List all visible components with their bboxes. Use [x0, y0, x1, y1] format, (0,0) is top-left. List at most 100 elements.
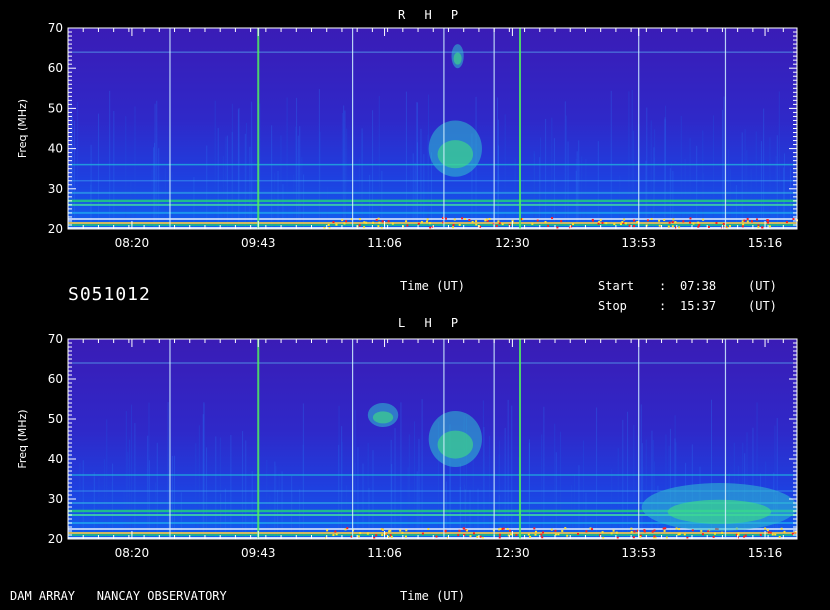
rfi-speck	[446, 536, 449, 539]
rfi-speck	[743, 219, 746, 222]
rfi-speck	[766, 221, 769, 224]
rfi-speck	[327, 223, 330, 226]
rfi-speck	[702, 218, 705, 221]
rfi-speck	[509, 529, 512, 532]
y-tick-label: 50	[48, 101, 63, 115]
rfi-speck	[463, 533, 466, 536]
rfi-speck	[502, 527, 505, 530]
rfi-speck	[766, 219, 769, 222]
rfi-speck	[488, 217, 491, 220]
rfi-speck	[365, 221, 368, 224]
rfi-speck	[479, 225, 482, 228]
rfi-speck	[359, 532, 362, 535]
station-label: DAM ARRAY NANCAY OBSERVATORY	[10, 589, 227, 603]
rfi-speck	[691, 529, 694, 532]
rfi-speck	[672, 218, 675, 221]
rfi-speck	[507, 534, 510, 537]
rfi-speck	[429, 226, 432, 229]
start-sep: :	[659, 279, 667, 293]
rfi-speck	[521, 218, 524, 221]
rfi-speck	[585, 530, 588, 533]
rfi-speck	[671, 221, 674, 224]
rfi-speck	[636, 529, 639, 532]
x-tick-label: 12:30	[495, 546, 530, 560]
lhp-plot: 20 30 40 50 60 70 08:20 09:43 11:06 12:30 13:53 15:…	[16, 332, 798, 560]
rfi-speck	[564, 527, 567, 530]
y-tick-label: 40	[48, 142, 63, 156]
rhp-plot: 20 30 40 50 60 70 08:20 09:43 11:06 12:30 13:53 15:…	[16, 21, 799, 250]
rfi-speck	[639, 535, 642, 538]
rfi-speck	[479, 535, 482, 538]
rfi-speck	[633, 225, 636, 228]
rfi-speck	[746, 220, 749, 223]
rfi-speck	[495, 224, 498, 227]
rfi-speck	[743, 535, 746, 538]
rfi-speck	[427, 527, 430, 530]
y-tick-label: 30	[48, 182, 63, 196]
rfi-speck	[650, 217, 653, 220]
rfi-speck	[547, 224, 550, 227]
rfi-speck	[417, 222, 420, 225]
rfi-speck	[701, 533, 704, 536]
rfi-speck	[726, 226, 729, 229]
date-code: S051012	[68, 284, 151, 305]
rfi-speck	[442, 216, 445, 219]
rfi-speck	[566, 534, 569, 537]
rfi-speck	[466, 529, 469, 532]
rfi-speck	[332, 534, 335, 537]
rfi-speck	[737, 533, 740, 536]
rfi-speck	[785, 221, 788, 224]
rfi-speck	[598, 220, 601, 223]
rfi-speck	[692, 222, 695, 225]
rfi-speck	[610, 532, 613, 535]
rfi-speck	[544, 221, 547, 224]
rfi-speck	[746, 217, 749, 220]
rfi-speck	[357, 535, 360, 538]
rfi-speck	[619, 223, 622, 226]
rfi-speck	[534, 530, 537, 533]
rfi-speck	[551, 217, 554, 220]
y-tick-label: 60	[48, 372, 63, 386]
rfi-speck	[678, 532, 681, 535]
rfi-speck	[759, 533, 762, 536]
rfi-speck	[577, 532, 580, 535]
rfi-speck	[561, 529, 564, 532]
rfi-speck	[636, 221, 639, 224]
rfi-speck	[498, 222, 501, 225]
rfi-speck	[628, 224, 631, 227]
rfi-speck	[499, 527, 502, 530]
rfi-speck	[622, 222, 625, 225]
rfi-speck	[678, 226, 681, 229]
rfi-speck	[363, 226, 366, 229]
rfi-speck	[764, 527, 767, 530]
rfi-speck	[346, 527, 349, 530]
rfi-speck	[328, 226, 331, 229]
stop-label: Stop	[598, 299, 627, 313]
x-tick-label: 12:30	[495, 236, 530, 250]
y-tick-label: 50	[48, 412, 63, 426]
rfi-speck	[387, 220, 390, 223]
rfi-speck	[404, 535, 407, 538]
rfi-speck	[452, 224, 455, 227]
rfi-speck	[713, 532, 716, 535]
stop-ut: (UT)	[748, 299, 777, 313]
rfi-speck	[662, 527, 665, 530]
rfi-speck	[735, 533, 738, 536]
rfi-speck	[341, 219, 344, 222]
rfi-speck	[741, 220, 744, 223]
y-tick-label: 20	[48, 222, 63, 236]
x-tick-label: 13:53	[621, 546, 656, 560]
rfi-speck	[458, 223, 461, 226]
rfi-speck	[531, 222, 534, 225]
rfi-speck	[485, 218, 488, 221]
rfi-speck	[554, 529, 557, 532]
rfi-speck	[401, 531, 404, 534]
rfi-speck	[343, 222, 346, 225]
rfi-speck	[475, 220, 478, 223]
rfi-speck	[373, 536, 376, 539]
rfi-speck	[377, 217, 380, 220]
rfi-speck	[442, 221, 445, 224]
rfi-speck	[550, 528, 553, 531]
rfi-speck	[715, 221, 718, 224]
rfi-speck	[589, 527, 592, 530]
